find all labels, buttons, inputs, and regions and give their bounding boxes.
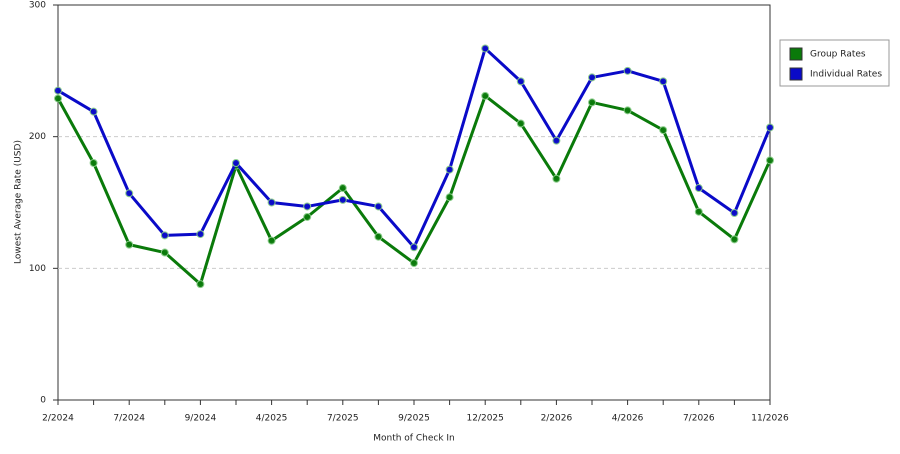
data-point — [267, 236, 276, 245]
legend-label: Individual Rates — [810, 70, 882, 80]
x-tick-label: 12/2025 — [467, 414, 504, 424]
data-point — [410, 243, 418, 252]
plot-frame — [57, 4, 771, 401]
y-tick-label: 100 — [29, 264, 46, 274]
x-tick-label: 4/2026 — [612, 414, 644, 424]
data-point — [588, 98, 596, 107]
data-point — [338, 184, 347, 193]
data-point — [338, 195, 347, 204]
x-tick-label: 9/2024 — [185, 414, 217, 424]
data-point — [89, 159, 98, 167]
data-point — [445, 193, 454, 202]
x-tick-label: 7/2024 — [113, 414, 145, 424]
x-tick-label: 4/2025 — [256, 414, 288, 424]
x-tick-label: 7/2026 — [683, 414, 715, 424]
data-point — [659, 126, 668, 135]
data-point — [125, 240, 134, 249]
data-point — [694, 207, 703, 216]
data-point — [160, 231, 169, 240]
data-point — [730, 209, 739, 218]
x-tick-label: 7/2025 — [327, 414, 359, 424]
y-axis-title: Lowest Average Rate (USD) — [14, 140, 24, 264]
data-point — [588, 73, 596, 82]
data-point — [196, 230, 205, 239]
data-point — [694, 184, 703, 193]
data-point — [552, 174, 561, 183]
data-point — [89, 107, 98, 116]
data-point — [374, 232, 383, 241]
data-point — [623, 106, 632, 115]
x-tick-label: 2/2026 — [541, 414, 573, 424]
y-tick-label: 0 — [40, 396, 46, 406]
data-point — [160, 248, 169, 257]
data-point — [552, 136, 561, 145]
data-point — [766, 123, 774, 132]
data-point — [445, 165, 454, 174]
data-point — [303, 202, 312, 211]
x-tick-label: 2/2024 — [42, 414, 74, 424]
data-point — [516, 77, 525, 86]
data-point — [516, 119, 525, 128]
data-point — [481, 44, 490, 53]
legend-swatch — [789, 67, 803, 81]
data-point — [267, 198, 276, 207]
data-point — [730, 235, 739, 244]
x-tick-label: 11/2026 — [751, 414, 789, 424]
data-point — [410, 259, 418, 268]
data-point — [232, 159, 240, 167]
data-point — [659, 77, 668, 86]
legend-label: Group Rates — [810, 50, 866, 60]
data-point — [125, 189, 134, 198]
x-tick-label: 9/2025 — [398, 414, 430, 424]
data-point — [303, 212, 312, 221]
data-point — [766, 156, 774, 165]
data-point — [481, 91, 490, 100]
legend-swatch — [789, 47, 803, 61]
data-point — [374, 202, 383, 211]
data-point — [623, 66, 632, 75]
data-point — [196, 280, 205, 289]
data-point — [54, 86, 62, 95]
y-tick-label: 200 — [29, 132, 46, 142]
x-axis-title: Month of Check In — [373, 434, 455, 444]
data-point — [54, 94, 62, 103]
y-tick-label: 300 — [29, 1, 46, 11]
